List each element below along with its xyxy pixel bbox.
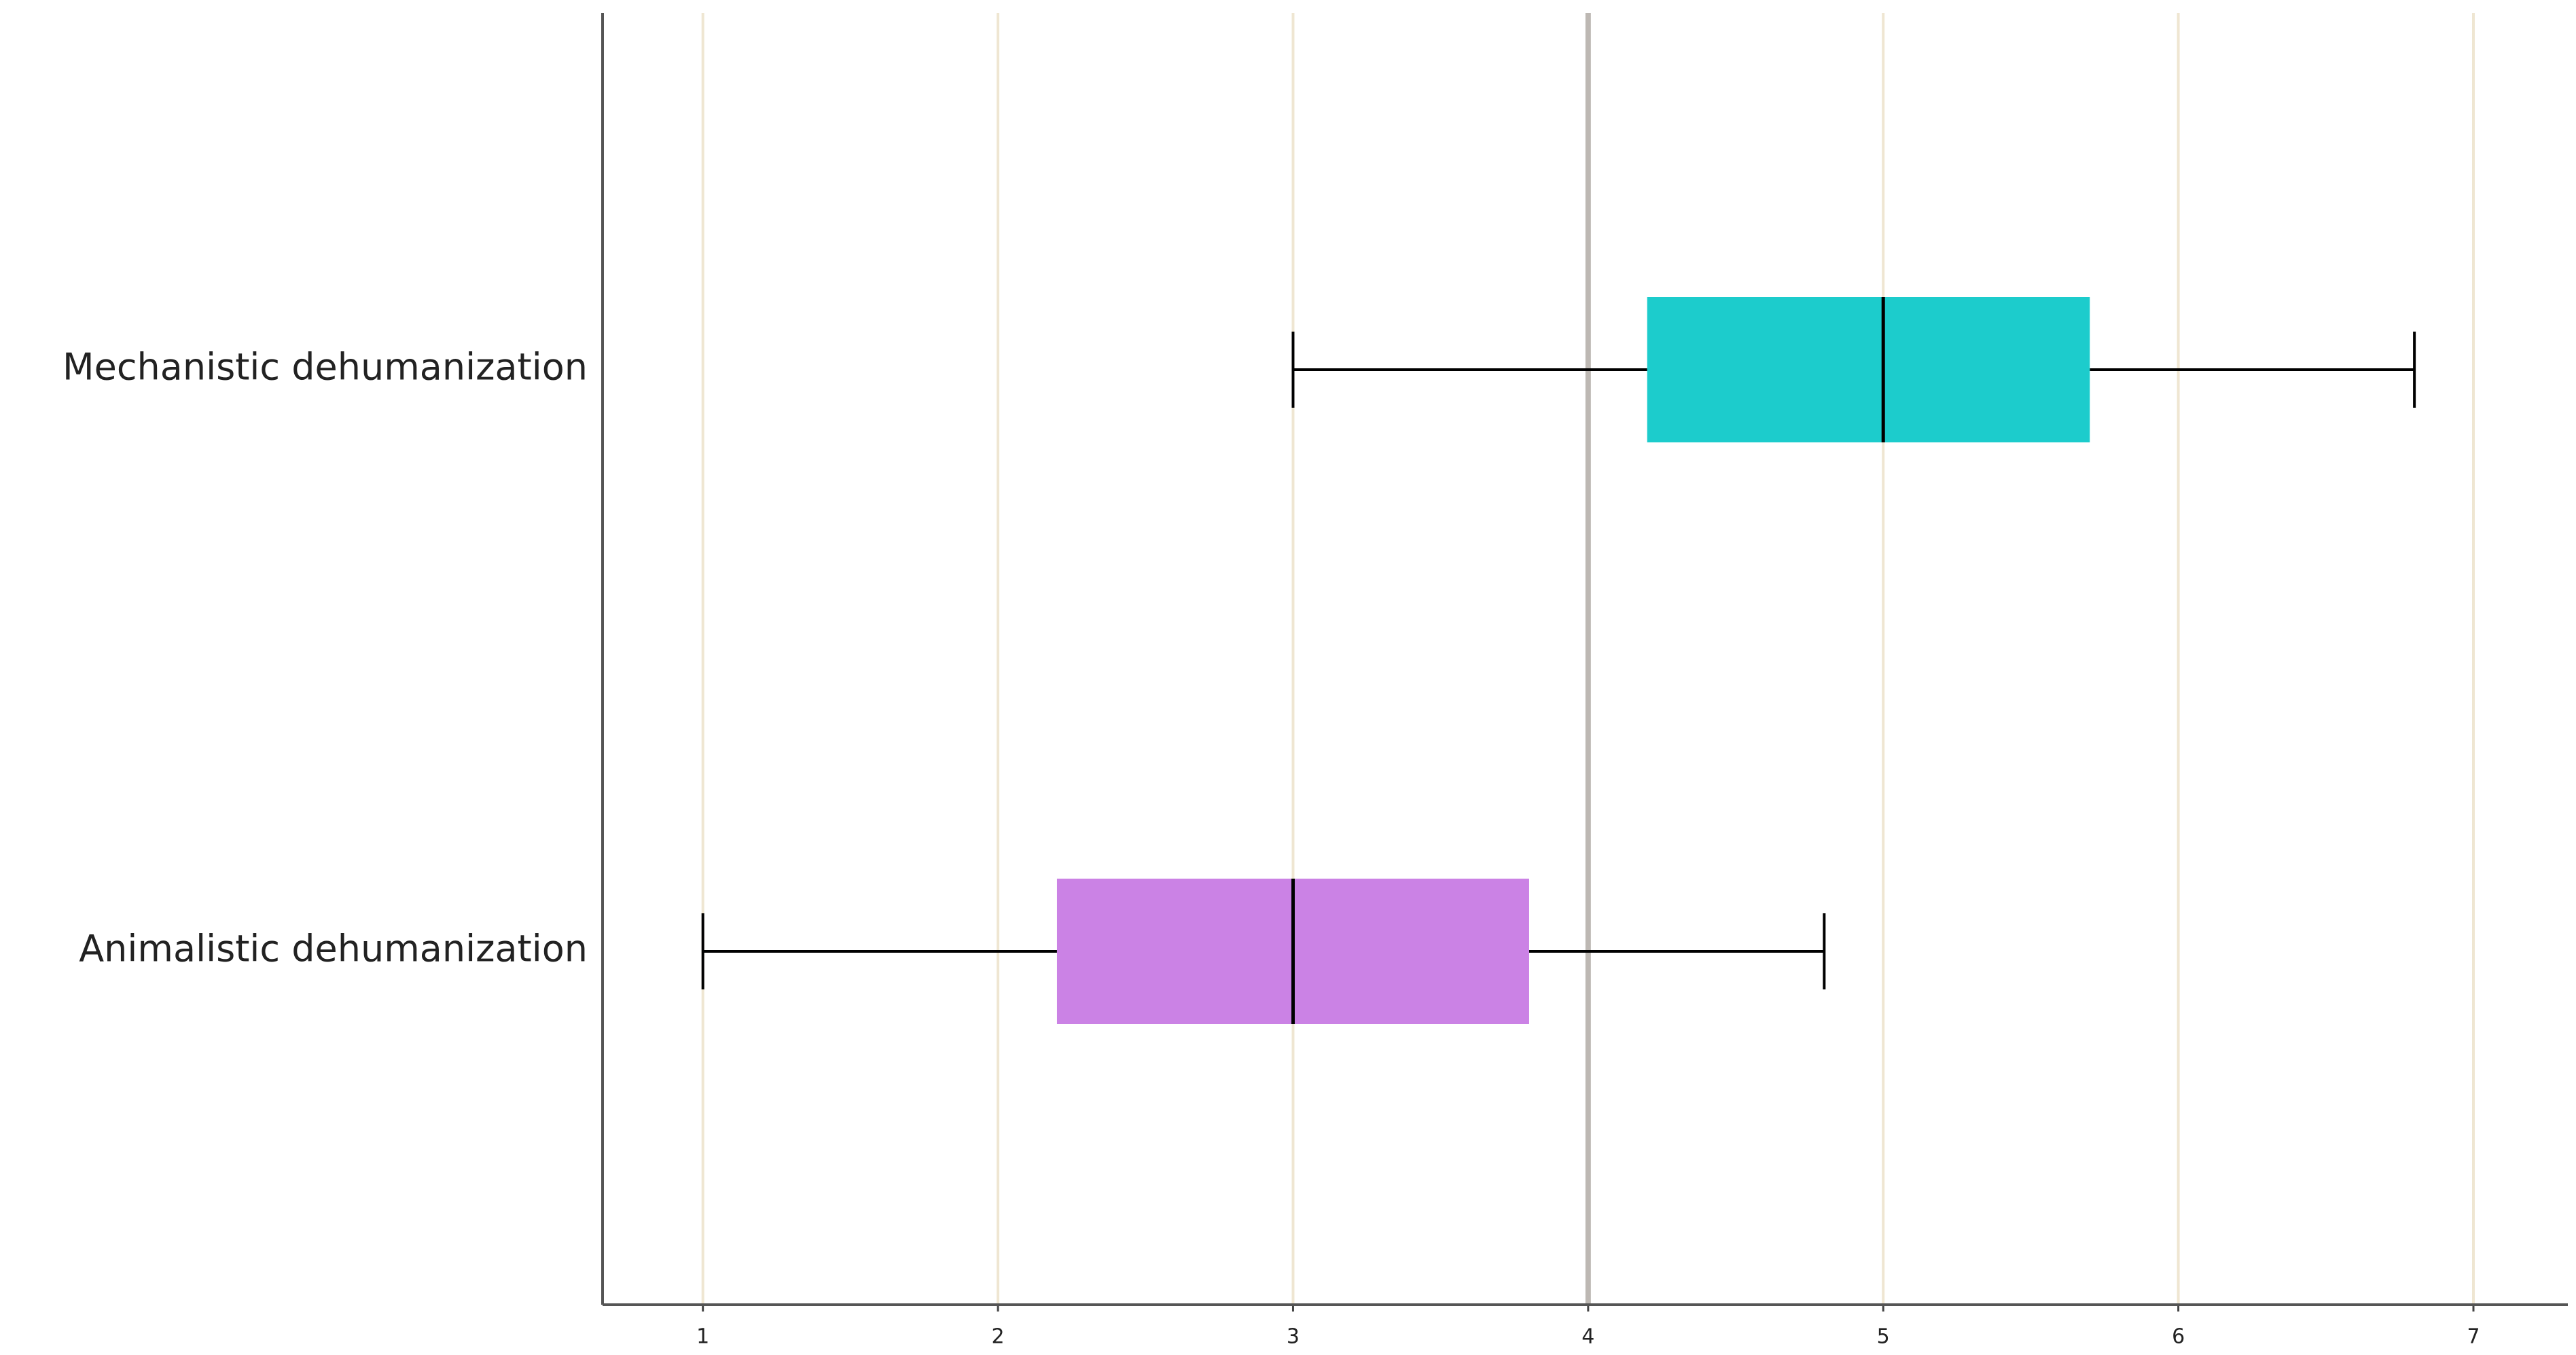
x-tick-label: 6 [2172,1325,2185,1349]
x-tick-label: 2 [992,1325,1005,1349]
category-label: Animalistic dehumanization [79,928,588,970]
box [1647,297,2090,442]
category-label: Mechanistic dehumanization [62,346,588,389]
x-tick-label: 5 [1877,1325,1890,1349]
x-tick-label: 4 [1581,1325,1594,1349]
x-tick-label: 1 [696,1325,709,1349]
x-tick-label: 3 [1287,1325,1300,1349]
x-tick-label: 7 [2467,1325,2480,1349]
